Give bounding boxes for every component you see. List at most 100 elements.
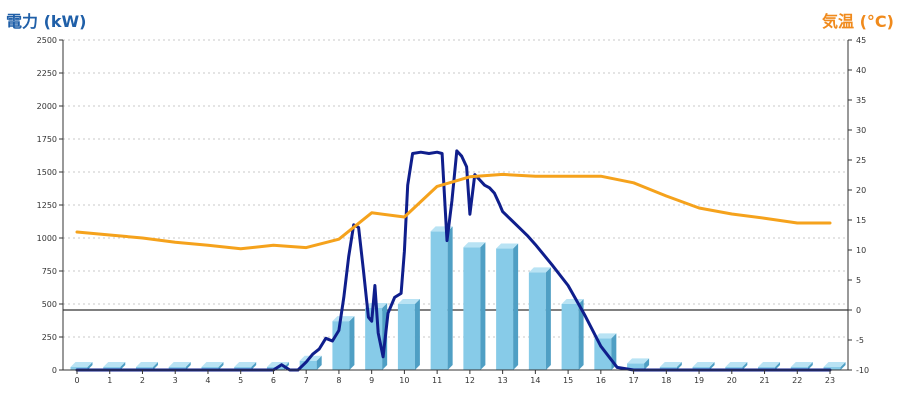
x-tick-label: 13 [498, 376, 508, 385]
x-tick-label: 17 [628, 376, 638, 385]
bar-side [545, 267, 551, 370]
right-tick-label: -10 [856, 366, 869, 375]
bar-side [513, 243, 519, 370]
bar-face [332, 321, 350, 370]
right-tick-label: 0 [856, 306, 861, 315]
right-tick-label: 40 [856, 66, 866, 75]
line-series [75, 149, 832, 372]
bar [528, 267, 551, 370]
bar-top [659, 362, 682, 367]
bar-top [463, 242, 486, 248]
left-axis-title: 電力 (kW) [6, 12, 87, 31]
left-tick-label: 2250 [37, 69, 57, 78]
bar-top [234, 362, 257, 367]
bar-side [152, 362, 158, 370]
bar-top [332, 316, 355, 322]
bar-side [349, 316, 355, 370]
bar-top [627, 358, 650, 364]
right-tick-label: 30 [856, 126, 866, 135]
bar-side [742, 362, 748, 370]
bar-face [561, 304, 579, 370]
bar-face [496, 248, 514, 370]
x-tick-label: 22 [792, 376, 802, 385]
bar-face [528, 272, 546, 370]
left-tick-label: 500 [42, 300, 57, 309]
x-tick-label: 0 [74, 376, 79, 385]
x-tick-label: 4 [205, 376, 210, 385]
left-tick-label: 0 [52, 366, 57, 375]
bar-side [251, 362, 257, 370]
power-line [75, 149, 832, 372]
bar-side [480, 242, 486, 370]
bar-top [758, 362, 781, 367]
left-tick-label: 750 [42, 267, 57, 276]
x-tick-label: 2 [140, 376, 145, 385]
bar-top [201, 362, 224, 367]
bar-side [807, 362, 813, 370]
bar-side [840, 362, 846, 370]
bar-side [316, 355, 322, 370]
bar-side [676, 362, 682, 370]
bar-top [168, 362, 191, 367]
bar [430, 226, 453, 370]
bar-top [397, 299, 420, 304]
bar-face [627, 363, 645, 370]
bar-face [299, 360, 317, 370]
x-tick-label: 14 [530, 376, 540, 385]
bar-series [70, 226, 846, 370]
right-tick-label: -5 [856, 336, 864, 345]
bar-top [594, 333, 617, 339]
bar [463, 242, 486, 370]
bar [332, 316, 355, 370]
x-tick-label: 10 [399, 376, 409, 385]
x-tick-label: 19 [694, 376, 704, 385]
bar-side [447, 226, 453, 370]
x-tick-label: 16 [596, 376, 606, 385]
left-tick-label: 1750 [37, 135, 57, 144]
bar-side [709, 362, 715, 370]
bar-top [70, 362, 93, 367]
bar-top [692, 362, 715, 367]
right-tick-label: 15 [856, 216, 866, 225]
bar-top [790, 362, 813, 367]
bar-top [725, 362, 748, 367]
left-tick-label: 250 [42, 333, 57, 342]
x-tick-label: 11 [432, 376, 442, 385]
temperature-line [75, 172, 832, 251]
bar-side [120, 362, 126, 370]
bar-side [218, 362, 224, 370]
left-tick-label: 1500 [37, 168, 57, 177]
left-tick-label: 1250 [37, 201, 57, 210]
bar-top [103, 362, 126, 367]
bar-side [775, 362, 781, 370]
bar-top [528, 267, 551, 273]
x-tick-label: 1 [107, 376, 112, 385]
right-tick-label: 45 [856, 36, 866, 45]
bar-face [463, 247, 481, 370]
right-tick-label: 10 [856, 246, 866, 255]
x-tick-label: 15 [563, 376, 573, 385]
x-tick-label: 8 [336, 376, 341, 385]
bar-side [414, 299, 420, 370]
x-tick-label: 12 [465, 376, 475, 385]
x-tick-label: 7 [304, 376, 309, 385]
x-tick-label: 5 [238, 376, 243, 385]
x-tick-label: 3 [173, 376, 178, 385]
right-tick-label: 25 [856, 156, 866, 165]
bar-face [594, 338, 612, 370]
grid [63, 39, 848, 338]
bar-face [397, 304, 415, 370]
left-tick-label: 1000 [37, 234, 57, 243]
x-tick-label: 6 [271, 376, 276, 385]
left-tick-label: 2000 [37, 102, 57, 111]
right-tick-label: 5 [856, 276, 861, 285]
bar-side [87, 362, 93, 370]
bar-top [496, 243, 519, 249]
axes [59, 39, 852, 374]
bar [561, 299, 584, 370]
x-tick-label: 18 [661, 376, 671, 385]
bar [496, 243, 519, 370]
x-tick-label: 9 [369, 376, 374, 385]
bar [823, 362, 846, 370]
